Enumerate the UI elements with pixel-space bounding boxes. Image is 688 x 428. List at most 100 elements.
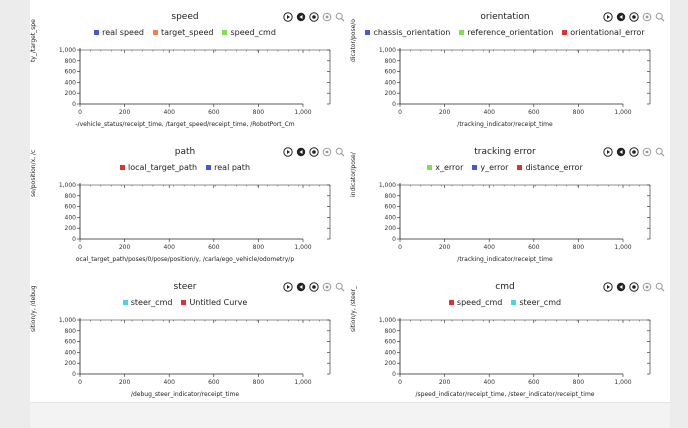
legend-label: speed_cmd xyxy=(456,298,503,307)
x-tick-label: 1,000 xyxy=(614,244,631,251)
plot-area[interactable]: 1,000 800 600 400 200 0 0 200 400 600 800 1,000 indi… xyxy=(350,152,675,267)
y-tick-label: 600 xyxy=(65,204,77,211)
x-tick-label: 600 xyxy=(208,244,220,251)
y-tick-label: 600 xyxy=(65,69,77,76)
x-tick-label: 0 xyxy=(398,244,402,251)
legend-item[interactable]: real speed xyxy=(94,28,144,37)
x-tick-label: 200 xyxy=(439,244,451,251)
y-tick-label: 200 xyxy=(385,225,397,232)
record-icon[interactable] xyxy=(629,12,639,22)
play-icon[interactable] xyxy=(603,147,613,157)
settings-icon[interactable] xyxy=(642,147,652,157)
x-tick-label: 200 xyxy=(119,109,131,116)
plot-area[interactable]: 1,000 800 600 400 200 0 0 200 400 600 800 1,000 siti… xyxy=(350,286,675,402)
legend-item[interactable]: steer_cmd xyxy=(122,298,173,307)
plot-area[interactable]: 1,000 800 600 400 200 0 0 200 400 600 800 1,000 ty_/… xyxy=(30,19,355,132)
legend-item[interactable]: x_error xyxy=(427,163,463,172)
x-tick-label: 0 xyxy=(78,109,82,116)
x-tick-label: 400 xyxy=(163,379,175,386)
x-tick-label: 400 xyxy=(483,244,495,251)
y-tick-label: 1,000 xyxy=(59,182,76,189)
record-icon[interactable] xyxy=(309,147,319,157)
x-axis-label: /tracking_indicator/receipt_time xyxy=(457,121,553,128)
legend-item[interactable]: y_error xyxy=(472,163,508,172)
legend-item[interactable]: orientational_error xyxy=(562,28,645,37)
settings-icon[interactable] xyxy=(322,147,332,157)
record-icon[interactable] xyxy=(309,282,319,292)
x-tick-label: 1,000 xyxy=(614,109,631,116)
rewind-icon[interactable] xyxy=(296,282,306,292)
zoom-icon[interactable] xyxy=(655,12,665,22)
y-axis-label: sition/y, /debug xyxy=(30,285,37,332)
legend-swatch xyxy=(122,300,128,305)
x-tick-label: 1,000 xyxy=(294,109,311,116)
rewind-icon[interactable] xyxy=(296,12,306,22)
legend-item[interactable]: reference_orientation xyxy=(459,28,553,37)
y-axis-label: sition/y, /steer_ xyxy=(350,285,357,332)
legend-item[interactable]: target_speed xyxy=(152,28,214,37)
legend-item[interactable]: speed_cmd xyxy=(448,298,503,307)
legend-item[interactable]: steer_cmd xyxy=(511,298,561,307)
y-tick-label: 0 xyxy=(392,236,396,243)
x-tick-label: 800 xyxy=(253,379,265,386)
legend-label: target_speed xyxy=(160,28,214,37)
legend-swatch xyxy=(517,165,523,170)
y-tick-label: 400 xyxy=(65,214,77,221)
plot-toolbar xyxy=(603,146,665,158)
plot-area[interactable]: 1,000 800 600 400 200 0 0 200 400 600 800 1,000 dica… xyxy=(350,19,675,132)
settings-icon[interactable] xyxy=(642,12,652,22)
legend-item[interactable]: distance_error xyxy=(517,163,583,172)
x-tick-label: 0 xyxy=(398,109,402,116)
y-tick-label: 200 xyxy=(385,360,397,367)
y-tick-label: 600 xyxy=(385,69,397,76)
legend-swatch xyxy=(472,165,478,170)
plot-panel: tracking error x_error y_error distance_err… xyxy=(350,137,675,270)
record-icon[interactable] xyxy=(629,147,639,157)
legend-label: local_target_path xyxy=(127,163,198,172)
legend-item[interactable]: local_target_path xyxy=(119,163,198,172)
x-axis-label: -/vehicle_status/receipt_time, /target_s… xyxy=(75,121,295,128)
rewind-icon[interactable] xyxy=(616,12,626,22)
x-tick-label: 0 xyxy=(78,244,82,251)
legend-swatch xyxy=(206,165,212,170)
play-icon[interactable] xyxy=(283,282,293,292)
plot-area[interactable]: 1,000 800 600 400 200 0 0 200 400 600 800 1,000 siti… xyxy=(30,285,355,402)
rewind-icon[interactable] xyxy=(616,147,626,157)
legend-item[interactable]: speed_cmd xyxy=(222,28,276,37)
legend-label: steer_cmd xyxy=(130,298,173,307)
settings-icon[interactable] xyxy=(322,12,332,22)
play-icon[interactable] xyxy=(603,12,613,22)
plot-axes-svg: 1,000 800 600 400 200 00 200 400 600 800 1,000 xyxy=(59,317,331,386)
settings-icon[interactable] xyxy=(642,282,652,292)
legend-label: real speed xyxy=(102,28,144,37)
legend-label: orientational_error xyxy=(570,28,645,37)
settings-icon[interactable] xyxy=(322,282,332,292)
legend-item[interactable]: Untitled Curve xyxy=(181,298,247,307)
play-icon[interactable] xyxy=(283,12,293,22)
plot-title: path xyxy=(174,147,196,157)
plot-area[interactable]: 1,000 800 600 400 200 0 0 200 400 600 800 1,000 se/p… xyxy=(30,150,355,267)
record-icon[interactable] xyxy=(309,12,319,22)
zoom-icon[interactable] xyxy=(335,147,345,157)
legend-item[interactable]: real path xyxy=(206,163,250,172)
y-tick-label: 0 xyxy=(72,101,76,108)
legend-label: distance_error xyxy=(525,163,583,172)
y-tick-label: 200 xyxy=(65,225,77,232)
zoom-icon[interactable] xyxy=(335,12,345,22)
legend-label: real path xyxy=(214,163,251,172)
rewind-icon[interactable] xyxy=(616,282,626,292)
x-tick-label: 1,000 xyxy=(294,244,311,251)
record-icon[interactable] xyxy=(629,282,639,292)
plot-legend: chassis_orientation reference_orientation… xyxy=(360,28,650,37)
legend-swatch xyxy=(152,30,158,35)
legend-item[interactable]: chassis_orientation xyxy=(365,28,450,37)
legend-label: Untitled Curve xyxy=(189,298,248,307)
zoom-icon[interactable] xyxy=(655,282,665,292)
rewind-icon[interactable] xyxy=(296,147,306,157)
play-icon[interactable] xyxy=(283,147,293,157)
legend-swatch xyxy=(562,30,568,35)
zoom-icon[interactable] xyxy=(335,282,345,292)
zoom-icon[interactable] xyxy=(655,147,665,157)
play-icon[interactable] xyxy=(603,282,613,292)
plot-axes-svg: 1,000 800 600 400 200 00 200 400 600 800 1,000 xyxy=(379,47,651,116)
